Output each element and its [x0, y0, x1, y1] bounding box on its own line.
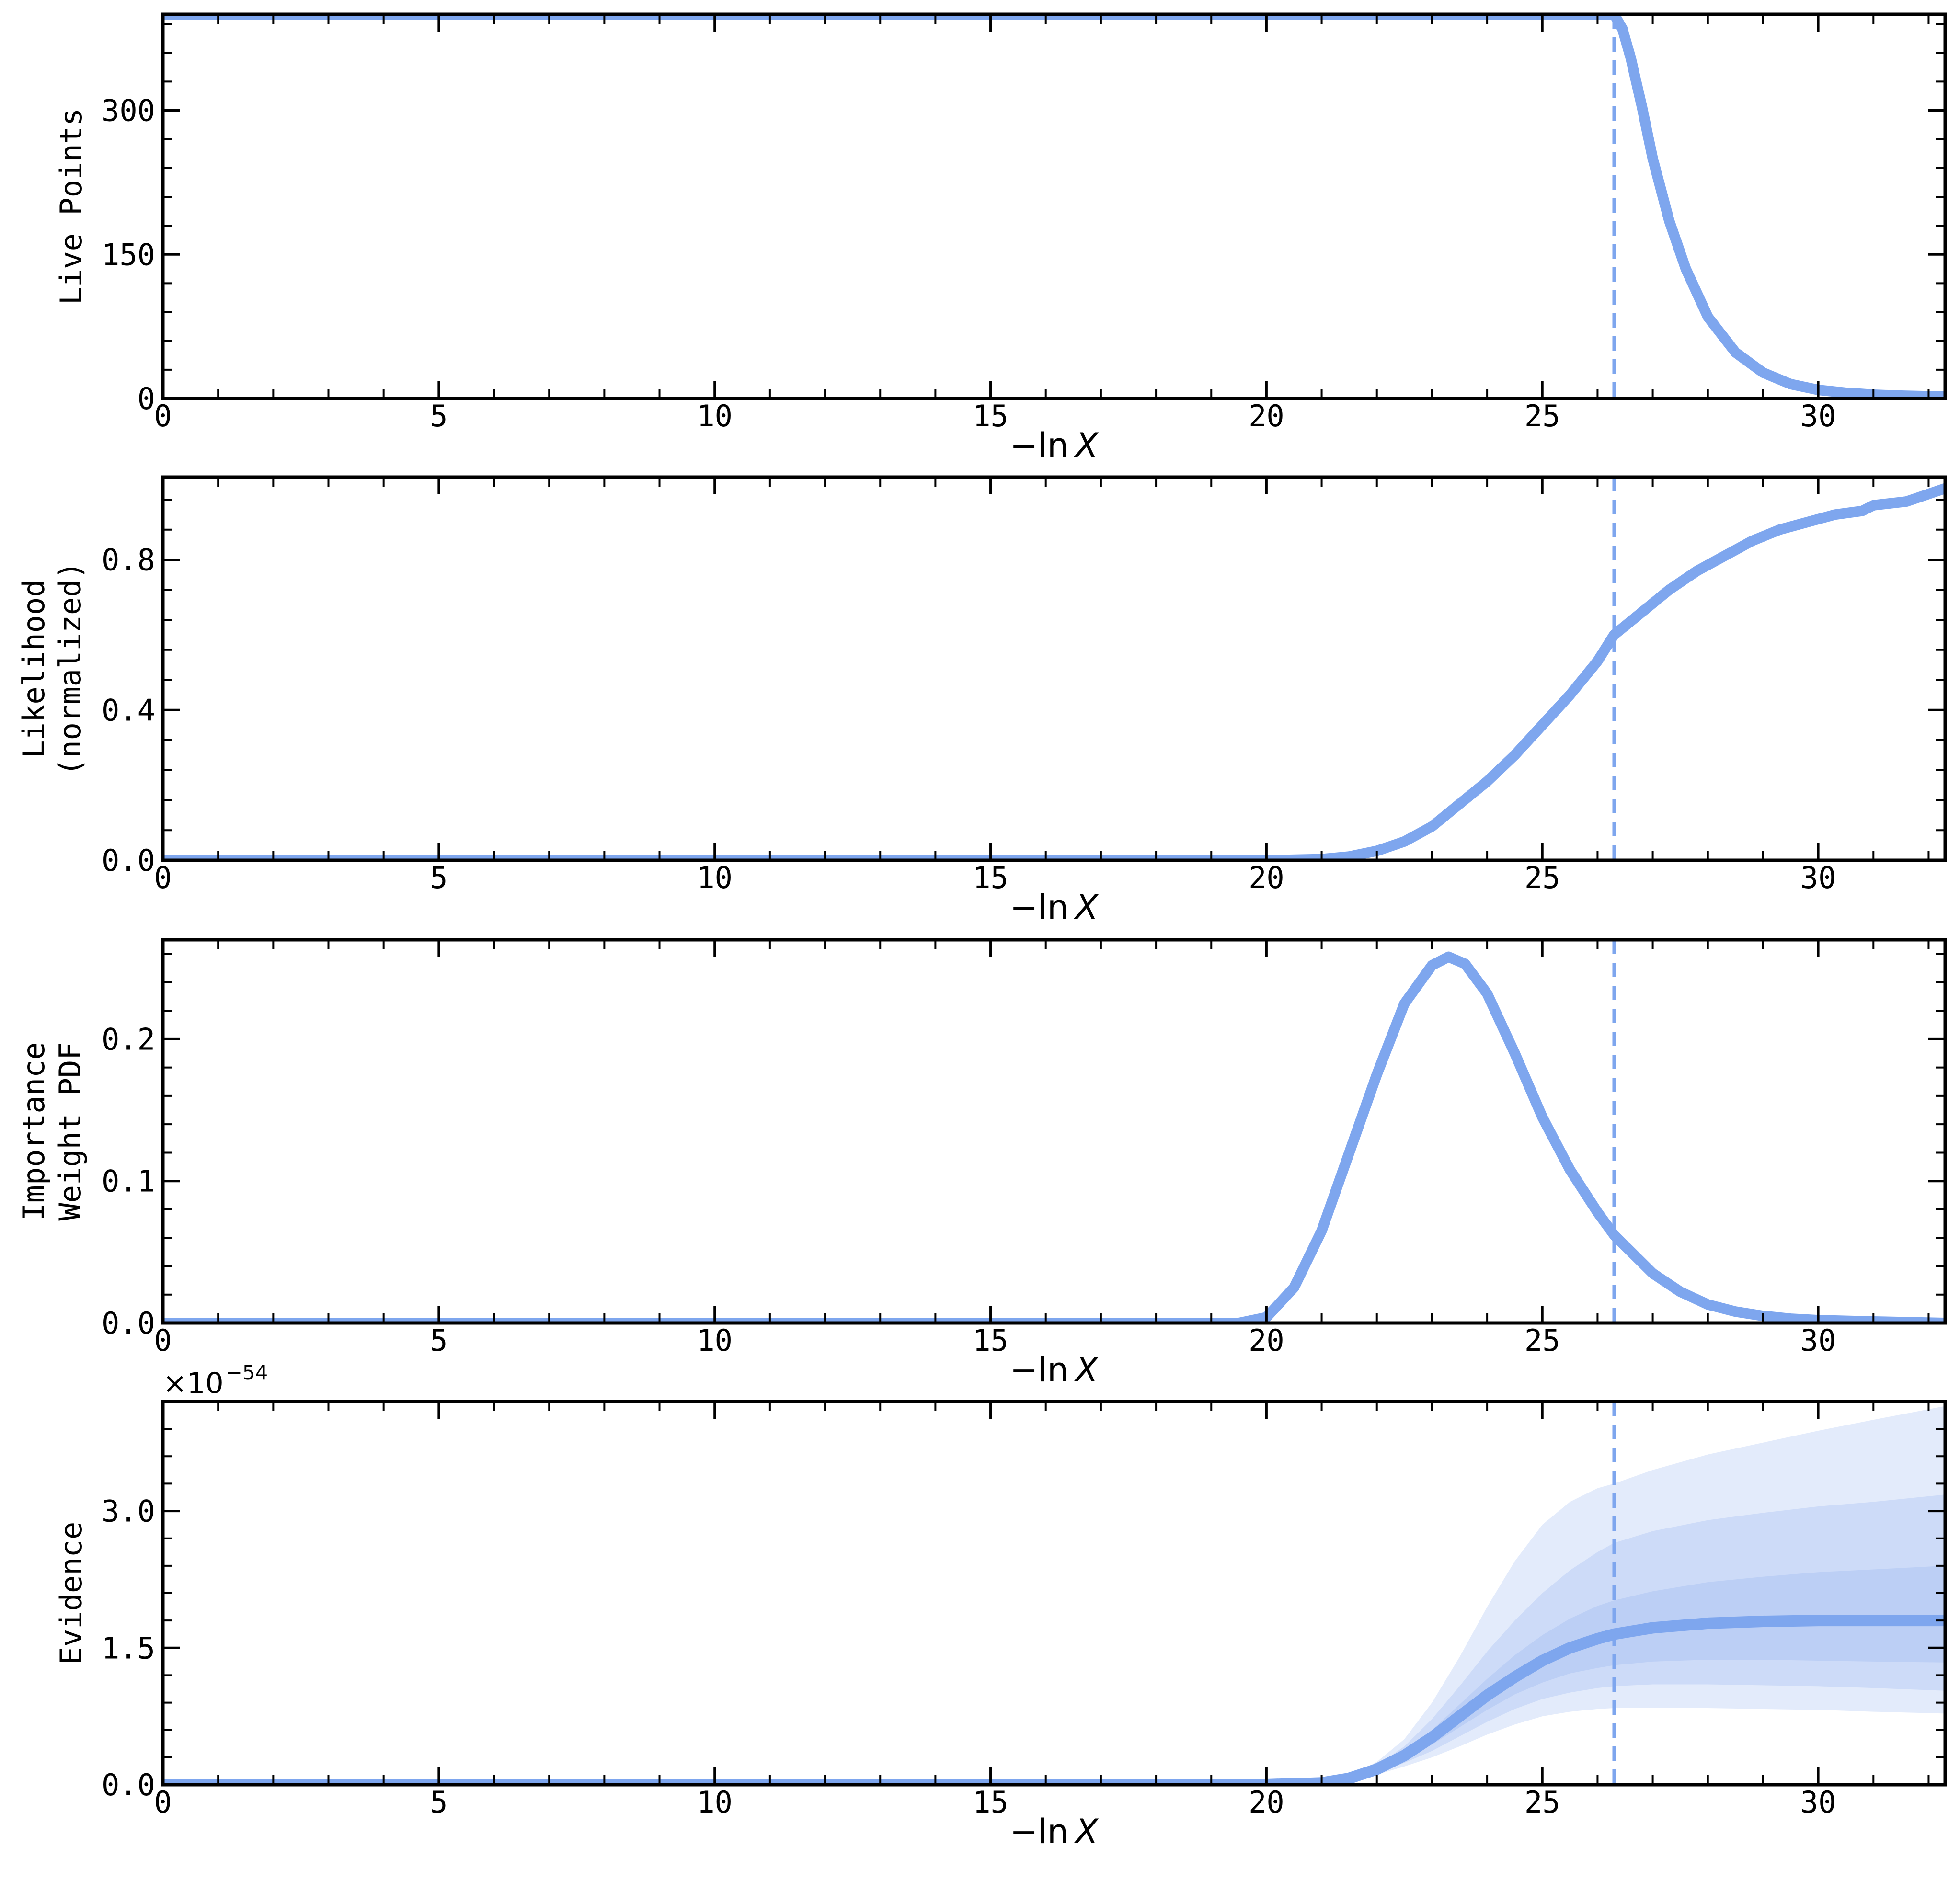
x-tick-label: 0: [154, 860, 172, 895]
series-line: [163, 951, 1945, 1323]
x-tick-label: 25: [1524, 399, 1560, 433]
x-tick-label: 25: [1524, 1785, 1560, 1820]
x-tick-label: 15: [973, 399, 1009, 433]
plot-area: [163, 1402, 1945, 1785]
x-tick-label: 0: [154, 1323, 172, 1358]
panel-2: 0 5 10 15 20 25 30 0.0 0.4 0.8 Likelihood (normaliz…: [16, 475, 1947, 927]
y-tick-label: 0.0: [102, 843, 155, 878]
x-tick-label: 20: [1249, 1785, 1284, 1820]
y-axis-label: (normalized): [53, 561, 88, 776]
plot-area: [163, 14, 1945, 399]
x-tick-label: 20: [1249, 1323, 1284, 1358]
x-tick-label: 30: [1800, 399, 1836, 433]
x-tick-label: 15: [973, 860, 1009, 895]
band-1sigma: [163, 1565, 1945, 1785]
x-tick-label: 5: [430, 1785, 447, 1820]
y-axis-label: Likelihood: [16, 579, 51, 758]
x-tick-label: 0: [154, 1785, 172, 1820]
axes-frame: [161, 938, 1947, 1325]
y-tick-label: 0.0: [102, 1306, 155, 1341]
x-tick-label: 10: [697, 399, 733, 433]
axes-frame: [161, 475, 1947, 862]
y-tick-label: 150: [102, 237, 155, 272]
x-tick-label: 0: [154, 399, 172, 433]
x-tick-label: 25: [1524, 1323, 1560, 1358]
x-tick-label: 30: [1800, 860, 1836, 895]
plot-area: [163, 477, 1945, 860]
y-axis-label: Evidence: [54, 1522, 89, 1665]
x-tick-label: 25: [1524, 860, 1560, 895]
panel-4: 0 5 10 15 20 25 30 0.0 1.5 3.0 Evidence −ln X ×10−54: [54, 1361, 1947, 1851]
x-axis-label: −ln X: [1010, 888, 1099, 927]
y-tick-label: 0.4: [102, 693, 155, 728]
axes-frame: [161, 12, 1947, 400]
y-tick-label: 3.0: [102, 1494, 155, 1529]
panel-3: 0 5 10 15 20 25 30 0.0 0.1 0.2 Importance Weight PD…: [16, 938, 1947, 1390]
x-tick-label: 20: [1249, 399, 1284, 433]
y-offset-label: ×10−54: [163, 1361, 268, 1400]
x-axis-label: −ln X: [1010, 1812, 1099, 1851]
y-tick-label: 0.8: [102, 543, 155, 578]
y-axis-label: Weight PDF: [53, 1042, 88, 1220]
y-tick-label: 300: [102, 93, 155, 128]
x-tick-label: 10: [697, 1323, 733, 1358]
x-tick-label: 10: [697, 1785, 733, 1820]
x-axis-label: −ln X: [1010, 1350, 1099, 1390]
y-axis-label: Importance: [16, 1042, 51, 1220]
x-tick-label: 10: [697, 860, 733, 895]
band-2sigma: [163, 1494, 1945, 1785]
x-tick-label: 15: [973, 1323, 1009, 1358]
series-line: [163, 483, 1945, 860]
x-tick-label: 30: [1800, 1323, 1836, 1358]
plot-area: [163, 940, 1945, 1323]
median-line: [163, 1615, 1945, 1785]
y-axis-label: Live Points: [54, 108, 89, 305]
x-tick-label: 30: [1800, 1785, 1836, 1820]
x-axis-label: −ln X: [1010, 426, 1099, 465]
x-tick-label: 20: [1249, 860, 1284, 895]
x-tick-label: 15: [973, 1785, 1009, 1820]
y-tick-label: 1.5: [102, 1630, 155, 1665]
x-tick-label: 5: [430, 860, 447, 895]
y-tick-label: 0.2: [102, 1022, 155, 1057]
y-tick-label: 0.0: [102, 1767, 155, 1802]
x-tick-label: 5: [430, 1323, 447, 1358]
series-line: [163, 14, 1945, 399]
y-tick-label: 0.1: [102, 1164, 155, 1199]
y-tick-label: 0: [138, 381, 155, 416]
x-tick-label: 5: [430, 399, 447, 433]
